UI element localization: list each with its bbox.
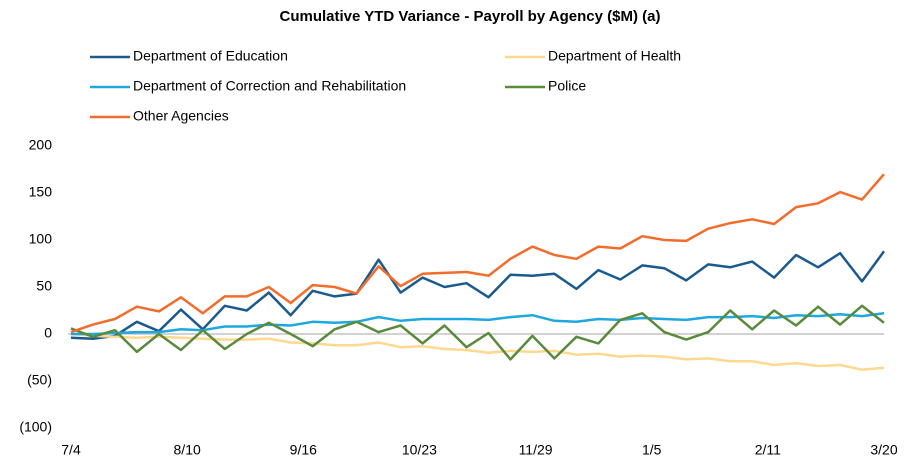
x-tick-label: 1/5 (642, 442, 662, 458)
series-line (71, 312, 885, 336)
y-tick-label: 200 (29, 137, 53, 153)
x-tick-label: 9/16 (290, 442, 317, 458)
y-tick-label: 0 (44, 325, 52, 341)
y-tick-label: (50) (27, 372, 52, 388)
legend-label: Department of Correction and Rehabilitat… (133, 78, 406, 94)
series-line (70, 173, 885, 334)
legend-label: Police (548, 78, 586, 94)
x-tick-label: 3/20 (870, 442, 897, 458)
legend-label: Department of Education (133, 48, 288, 64)
x-tick-label: 11/29 (519, 442, 553, 458)
legend-label: Department of Health (548, 48, 681, 64)
y-tick-label: 100 (29, 231, 53, 247)
y-tick-label: 150 (29, 184, 53, 200)
x-tick-label: 8/10 (174, 442, 201, 458)
x-tick-label: 2/11 (755, 442, 781, 458)
chart-title: Cumulative YTD Variance - Payroll by Age… (280, 8, 661, 25)
legend-label: Other Agencies (133, 108, 229, 124)
x-tick-label: 10/23 (402, 442, 437, 458)
series-line (70, 250, 886, 340)
y-tick-label: 50 (36, 278, 52, 294)
series-line (70, 304, 885, 361)
y-tick-label: (100) (19, 419, 52, 435)
x-tick-label: 7/4 (61, 442, 81, 458)
series-line (70, 332, 885, 371)
